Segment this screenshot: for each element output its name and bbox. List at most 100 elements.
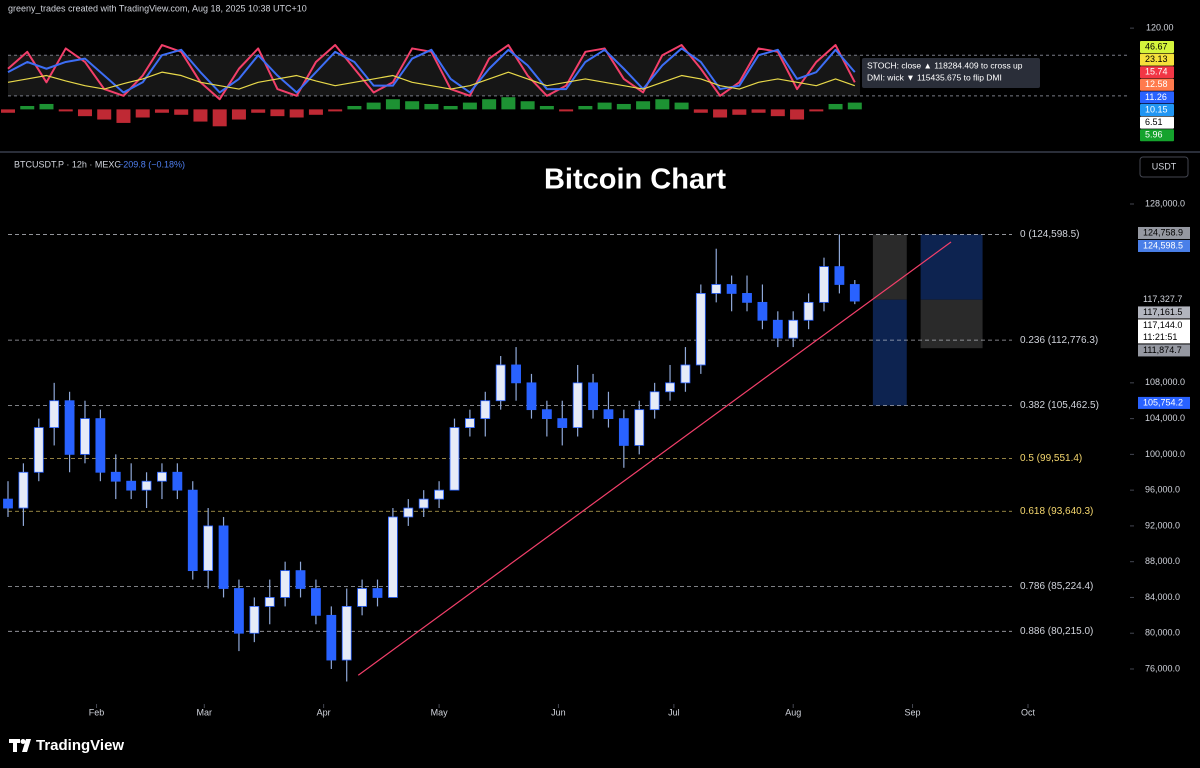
histogram-bar — [655, 99, 670, 110]
candle-body — [249, 605, 260, 634]
candle-body — [187, 489, 198, 572]
countdown: 11:21:51 — [1143, 332, 1177, 342]
histogram-bar — [308, 109, 323, 115]
candle-body — [234, 588, 244, 634]
note: STOCH: close ▲ 118284.409 to cross up — [867, 60, 1023, 70]
candle-body — [141, 480, 152, 491]
candle-body — [557, 418, 568, 428]
candle-body — [295, 570, 306, 589]
candle-body — [772, 319, 783, 339]
y-tick-label: 76,000.0 — [1145, 663, 1180, 673]
histogram-bar — [154, 109, 169, 113]
x-tick-label: Sep — [905, 707, 921, 717]
candle-body — [311, 588, 321, 616]
candle-body — [803, 301, 814, 321]
price-label-box — [1138, 396, 1190, 409]
candle-body — [480, 400, 491, 420]
candle-body — [203, 525, 214, 572]
price-label: 117,144.0 — [1143, 320, 1182, 330]
position-target-zone — [920, 234, 983, 300]
candle-body — [80, 418, 90, 455]
candle-body — [603, 409, 614, 420]
histogram-bar — [616, 103, 631, 110]
candle-body — [742, 293, 752, 303]
histogram-bar — [462, 102, 477, 110]
candle-body — [172, 471, 183, 491]
candle-body — [511, 364, 521, 384]
histogram-bar — [828, 103, 843, 110]
indicator-line — [7, 44, 856, 101]
value-label-box — [1140, 129, 1174, 142]
candle-body — [33, 427, 44, 473]
value-label: 11.26 — [1145, 92, 1167, 102]
candle-body — [157, 471, 167, 482]
histogram-bar — [501, 97, 516, 110]
symbol: BTCUSDT.P · 12h · MEXC — [14, 159, 121, 169]
value-label: 23.13 — [1145, 54, 1168, 64]
histogram-bar — [97, 109, 112, 120]
position-stop-zone — [920, 299, 983, 349]
fib-label: 0.382 (105,462.5) — [1020, 400, 1099, 411]
candle-body — [849, 284, 860, 302]
histogram-bar — [636, 101, 651, 110]
candle-body — [541, 409, 552, 420]
candle-body — [126, 480, 137, 491]
candle-body — [634, 409, 645, 446]
histogram-bar — [231, 109, 246, 120]
histogram-bar — [385, 99, 400, 110]
x-tick-label: Aug — [785, 707, 801, 717]
candle-body — [449, 427, 460, 491]
price-label: 117,161.5 — [1143, 307, 1182, 317]
candle-body — [680, 364, 691, 384]
y-tick-label: 80,000.0 — [1145, 628, 1180, 638]
histogram-bar — [578, 105, 593, 110]
logo-dot — [20, 739, 26, 744]
y-tick-label: 100,000.0 — [1145, 449, 1185, 459]
price-label-box — [1138, 344, 1190, 357]
candle-body — [649, 391, 660, 411]
position-target-zone — [872, 234, 907, 300]
position-stop-zone — [872, 299, 907, 406]
currency-button[interactable] — [1139, 156, 1189, 178]
indicator-line — [7, 71, 855, 90]
price-label-box — [1138, 306, 1190, 319]
currency[interactable]: USDT — [1152, 161, 1177, 171]
histogram-bar — [212, 109, 227, 127]
fib-label: 0.5 (99,551.4) — [1020, 453, 1082, 464]
logo-stem — [13, 739, 17, 752]
histogram-bar — [674, 102, 689, 110]
candle-body — [357, 588, 368, 607]
fib-label: 0.618 (93,640.3) — [1020, 506, 1093, 517]
candle-body — [403, 507, 414, 518]
candle-body — [618, 418, 629, 446]
histogram-bar — [405, 101, 420, 110]
value-label-box — [1140, 53, 1174, 66]
candle-body — [18, 471, 29, 509]
price-label: 111,874.7 — [1143, 345, 1182, 355]
y-tick-label: 96,000.0 — [1145, 485, 1180, 495]
histogram-bar — [732, 109, 747, 115]
histogram-bar — [443, 105, 458, 110]
fib-label: 0 (124,598.5) — [1020, 229, 1080, 240]
candle-body — [434, 489, 444, 500]
value-label-box — [1140, 116, 1174, 129]
value-label: 46.67 — [1145, 41, 1168, 51]
candle-body — [49, 400, 60, 428]
fib-label: 0.886 (80,215.0) — [1020, 626, 1093, 637]
candle-body — [280, 570, 291, 598]
candle-body — [464, 418, 475, 428]
value-label-box — [1140, 41, 1174, 53]
histogram-bar — [328, 109, 343, 112]
histogram-bar — [809, 109, 824, 112]
fib-label: 0.236 (112,776.3) — [1020, 335, 1098, 346]
fib-label: 0.786 (85,224.4) — [1020, 581, 1093, 592]
x-tick-label: Jul — [668, 707, 680, 717]
value-label: 15.74 — [1145, 67, 1168, 77]
note: DMI: wick ▼ 115435.675 to flip DMI — [867, 72, 1002, 82]
histogram-bar — [174, 109, 189, 115]
price-label: 124,758.9 — [1143, 227, 1183, 237]
price-label-box — [1138, 319, 1190, 344]
level-band — [8, 55, 860, 96]
histogram-bar — [424, 103, 439, 110]
